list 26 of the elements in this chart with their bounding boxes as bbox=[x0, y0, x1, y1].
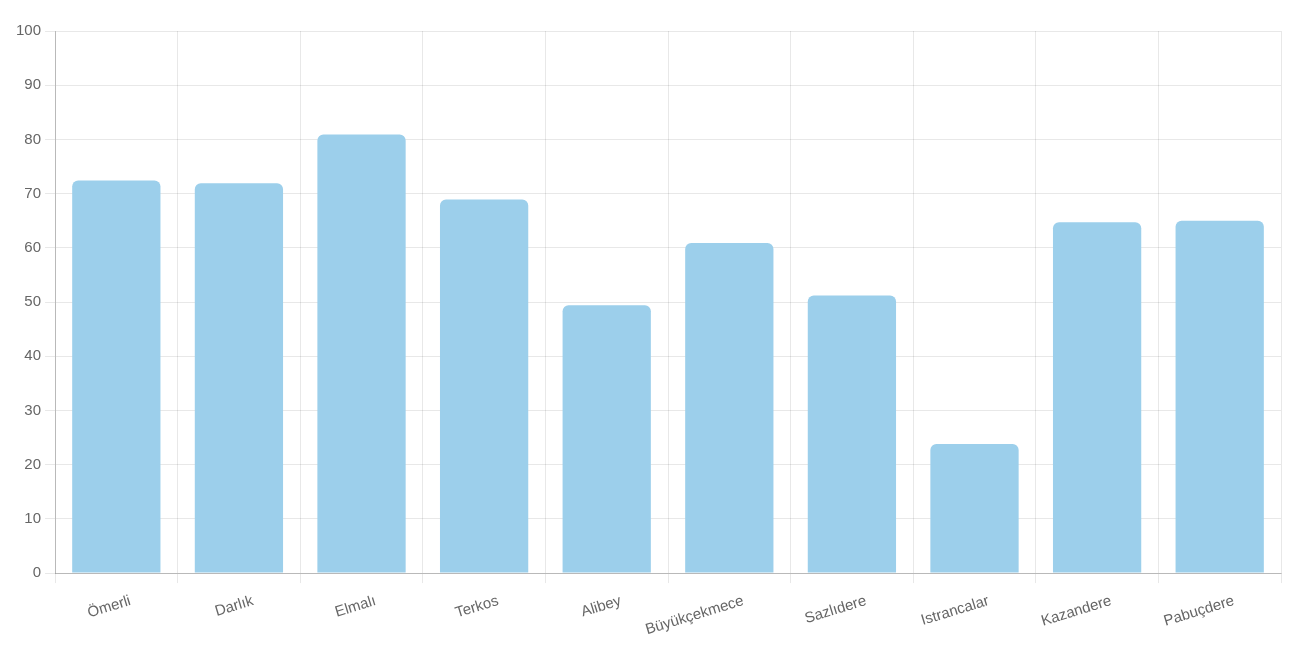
y-tick-label: 30 bbox=[24, 400, 42, 418]
bar bbox=[1175, 220, 1264, 573]
bar bbox=[1052, 222, 1142, 573]
y-tick-label: 40 bbox=[24, 346, 42, 364]
bar bbox=[317, 134, 406, 573]
bar bbox=[807, 295, 897, 573]
x-tick-label: Terkos bbox=[452, 591, 501, 621]
bar bbox=[72, 180, 161, 573]
bar bbox=[194, 183, 284, 573]
x-tick-label: Darlık bbox=[212, 591, 256, 619]
y-tick-label: 10 bbox=[24, 508, 42, 526]
y-tick-label: 20 bbox=[24, 454, 42, 472]
y-tick-label: 50 bbox=[24, 292, 42, 310]
y-tick-label: 90 bbox=[24, 75, 42, 93]
x-tick-label: Elmalı bbox=[332, 591, 378, 620]
y-tick-label: 0 bbox=[32, 563, 42, 581]
y-tick-label: 80 bbox=[24, 129, 42, 147]
bar bbox=[685, 242, 774, 573]
y-tick-label: 100 bbox=[16, 21, 42, 39]
bar bbox=[930, 444, 1019, 573]
y-tick-label: 60 bbox=[24, 237, 42, 255]
x-tick-label: Ömerli bbox=[85, 591, 133, 621]
bar bbox=[439, 199, 529, 573]
bar bbox=[562, 305, 651, 573]
y-tick-label: 70 bbox=[24, 183, 42, 201]
x-tick-label: Alibey bbox=[578, 591, 624, 620]
